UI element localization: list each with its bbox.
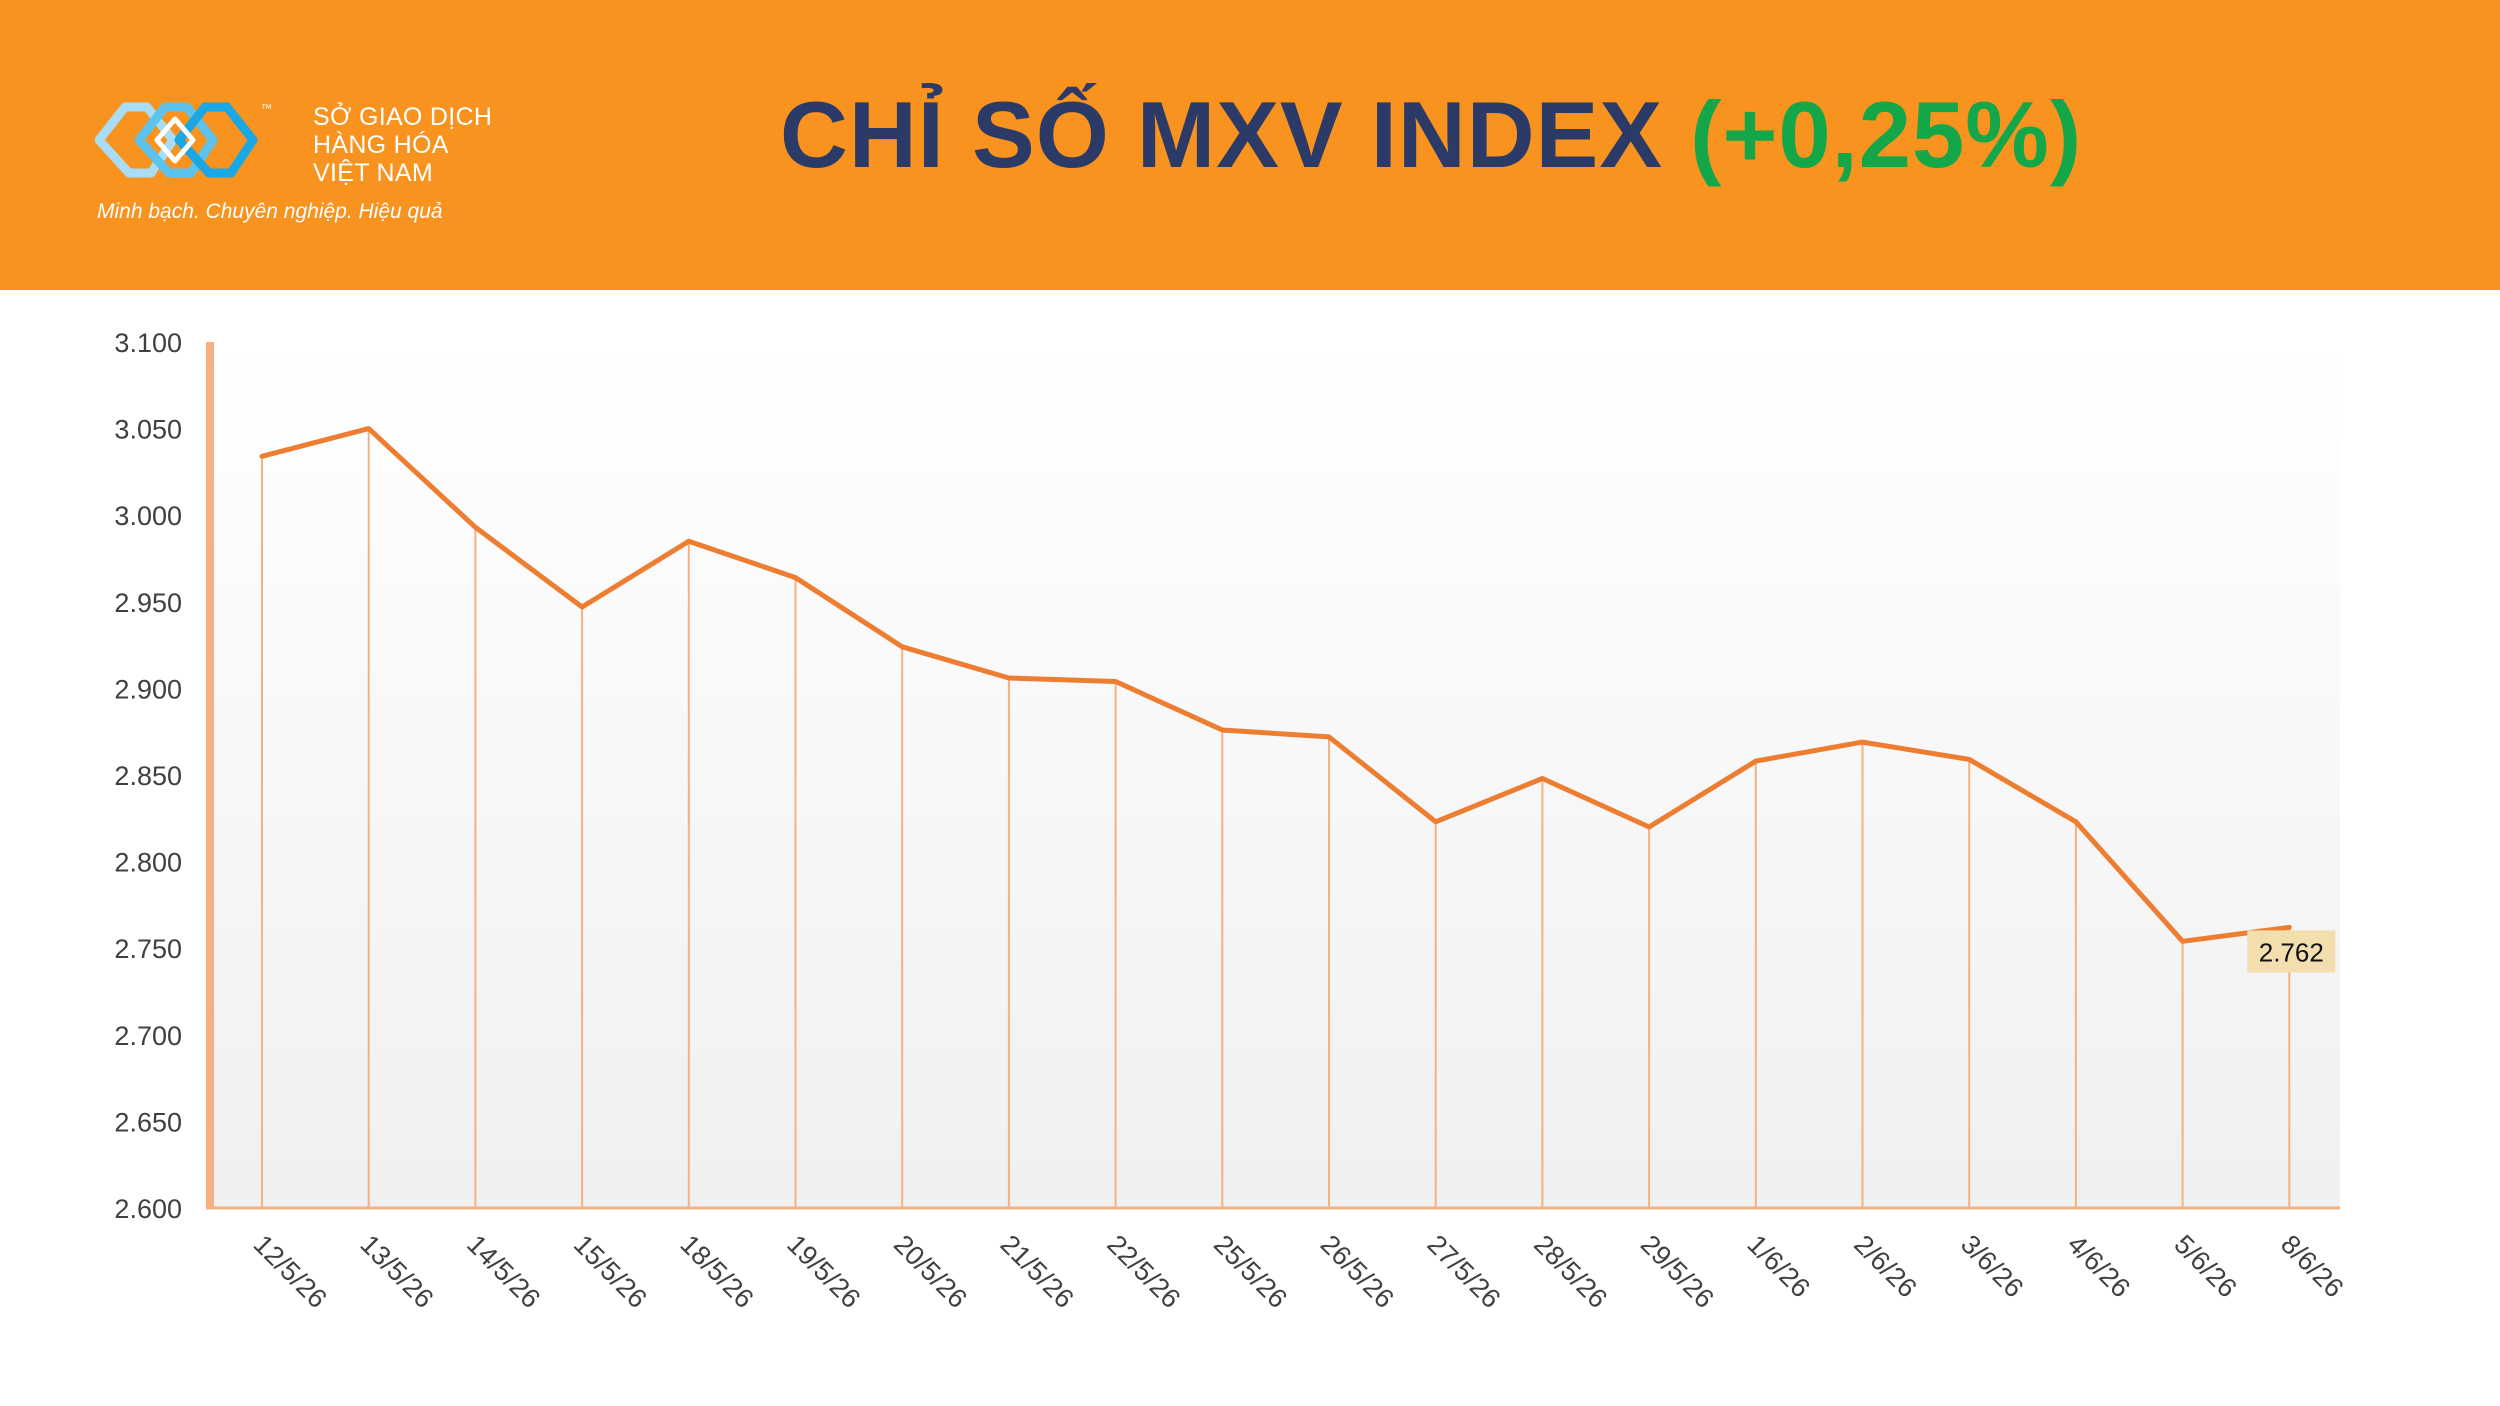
title-change-percent: (+0,25%): [1690, 82, 2083, 187]
header-banner: ™ SỞ GIAO DỊCH HÀNG HÓA VIỆT NAM Minh bạ…: [0, 0, 2500, 290]
x-tick-label: 3/6/26: [1955, 1229, 2029, 1303]
y-tick-label: 3.050: [114, 415, 182, 445]
mxv-logo-mark-icon: [95, 102, 258, 178]
y-tick-label: 2.700: [114, 1021, 182, 1051]
x-tick-label: 19/5/26: [781, 1229, 866, 1314]
x-tick-label: 29/5/26: [1635, 1229, 1720, 1314]
x-tick-label: 25/5/26: [1208, 1229, 1293, 1314]
y-tick-label: 2.750: [114, 934, 182, 964]
mxv-logo: ™ SỞ GIAO DỊCH HÀNG HÓA VIỆT NAM Minh bạ…: [95, 95, 495, 235]
trademark-mark: ™: [261, 103, 272, 115]
y-tick-label: 3.100: [114, 328, 182, 358]
title-main: CHỈ SỐ MXV INDEX: [780, 82, 1691, 187]
plot-area: [210, 342, 2340, 1208]
logo-org-name: SỞ GIAO DỊCH HÀNG HÓA VIỆT NAM: [313, 103, 492, 187]
y-tick-label: 2.600: [114, 1194, 182, 1224]
series-line-mxv-index: [259, 426, 2292, 944]
y-tick-label: 2.800: [114, 848, 182, 878]
x-tick-label: 22/5/26: [1101, 1229, 1186, 1314]
x-tick-label: 14/5/26: [461, 1229, 546, 1314]
x-tick-label: 18/5/26: [675, 1229, 760, 1314]
x-tick-label: 12/5/26: [248, 1229, 333, 1314]
x-tick-label: 20/5/26: [888, 1229, 973, 1314]
x-tick-label: 26/5/26: [1315, 1229, 1400, 1314]
y-tick-label: 3.000: [114, 501, 182, 531]
logo-line-2: HÀNG HÓA: [313, 131, 449, 159]
logo-slogan: Minh bạch. Chuyên nghiệp. Hiệu quả: [97, 200, 443, 223]
y-tick-label: 2.650: [114, 1107, 182, 1137]
x-tick-label: 13/5/26: [354, 1229, 439, 1314]
x-tick-label: 21/5/26: [995, 1229, 1080, 1314]
x-tick-label: 1/6/26: [1742, 1229, 1816, 1303]
y-tick-label: 2.850: [114, 761, 182, 791]
last-value-label-bg: [2247, 930, 2336, 973]
logo-line-3: VIỆT NAM: [313, 159, 434, 187]
x-tick-label: 15/5/26: [568, 1229, 653, 1314]
x-tick-label: 27/5/26: [1421, 1229, 1506, 1314]
last-value-label: 2.762: [2247, 930, 2336, 973]
x-tick-label: 28/5/26: [1528, 1229, 1613, 1314]
x-tick-label: 4/6/26: [2062, 1229, 2136, 1303]
x-tick-label: 8/6/26: [2275, 1229, 2349, 1303]
x-tick-label: 5/6/26: [2168, 1229, 2242, 1303]
page-title: CHỈ SỐ MXV INDEX (+0,25%): [780, 80, 2082, 190]
last-value-label-text: 2.762: [2259, 937, 2324, 967]
y-tick-label: 2.950: [114, 588, 182, 618]
y-tick-label: 2.900: [114, 674, 182, 704]
logo-line-1: SỞ GIAO DỊCH: [313, 103, 493, 131]
mxv-index-line-chart: 3.100 3.050 3.000 2.950 2.900 2.850 2.800 2.750…: [114, 328, 2349, 1314]
x-tick-label: 2/6/26: [1848, 1229, 1922, 1303]
